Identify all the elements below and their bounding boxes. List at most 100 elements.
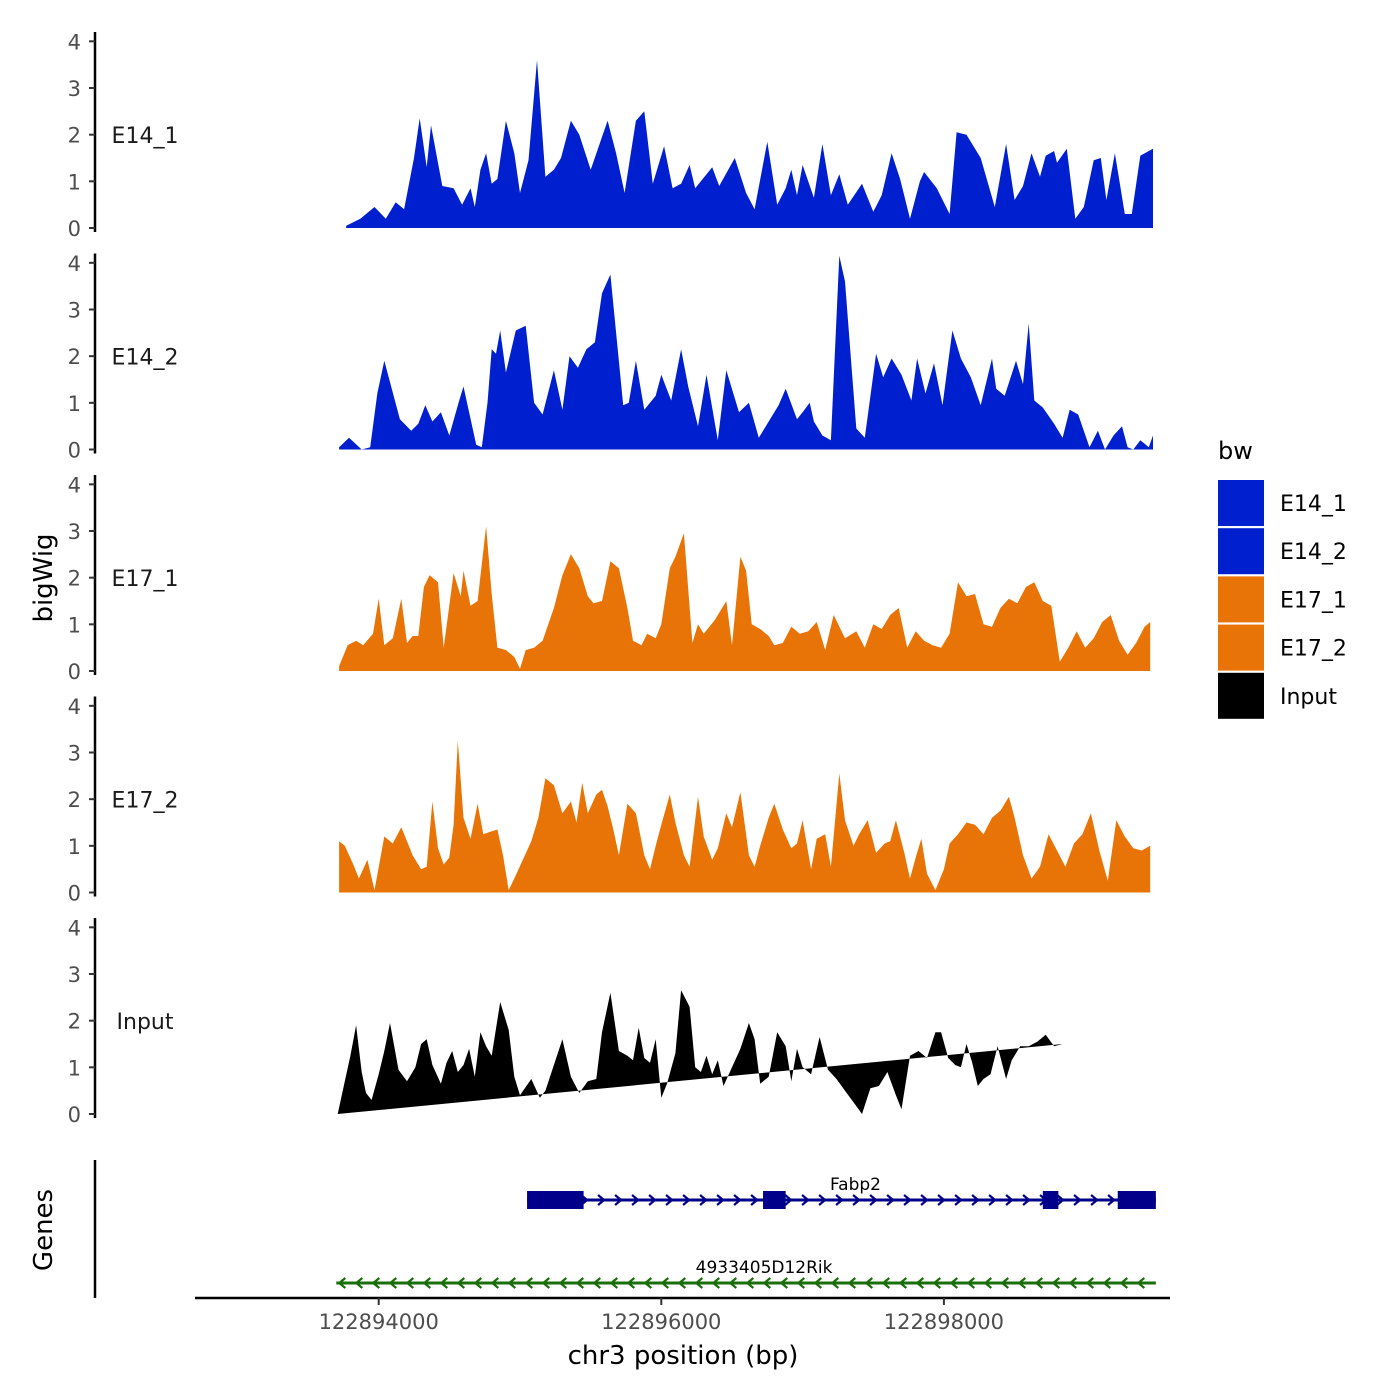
legend-label: E14_2 <box>1280 540 1347 565</box>
strand-arrow <box>473 1277 483 1289</box>
strand-arrow <box>762 1277 772 1289</box>
tracks-layer: 0 1 2 3 4 E14_1 0 1 2 3 4 E14_2 0 1 2 3 4 E17_1 0 1 2 3 4 E17_2… <box>68 30 1154 1127</box>
y-tick-label: 3 <box>68 963 81 987</box>
strand-arrow <box>558 1277 568 1289</box>
x-axis-title: chr3 position (bp) <box>568 1341 799 1371</box>
strand-arrow <box>660 1277 670 1289</box>
strand-arrow <box>784 1194 793 1206</box>
strand-arrow <box>949 1277 959 1289</box>
y-tick-label: 2 <box>68 124 81 148</box>
track-label: E14_1 <box>112 124 179 149</box>
strand-arrow <box>920 1194 929 1206</box>
strand-arrow <box>694 1277 704 1289</box>
strand-arrow <box>796 1277 806 1289</box>
y-axis-title: bigWig <box>29 533 59 622</box>
legend-label: Input <box>1280 685 1337 710</box>
strand-arrow <box>490 1277 500 1289</box>
strand-arrow <box>1107 1194 1116 1206</box>
exon-block <box>1042 1191 1059 1209</box>
legend-entry-input: Input <box>1218 672 1337 719</box>
strand-arrow <box>1034 1277 1044 1289</box>
strand-arrow <box>835 1194 844 1206</box>
strand-arrow <box>750 1194 759 1206</box>
legend-label: E17_1 <box>1280 588 1347 613</box>
x-tick-label: 122896000 <box>601 1310 721 1334</box>
strand-arrow <box>1119 1277 1129 1289</box>
strand-arrow <box>648 1194 657 1206</box>
strand-arrow <box>954 1194 963 1206</box>
strand-arrow <box>1017 1277 1027 1289</box>
gene-fabp2: Fabp2 <box>527 1175 1156 1209</box>
strand-arrow <box>1102 1277 1112 1289</box>
track-label: E17_2 <box>112 789 179 814</box>
strand-arrow <box>405 1277 415 1289</box>
strand-arrow <box>575 1277 585 1289</box>
x-tick-label: 122898000 <box>884 1310 1004 1334</box>
gene-label: Fabp2 <box>830 1175 881 1195</box>
y-tick-label: 1 <box>68 392 81 416</box>
y-tick-label: 2 <box>68 1010 81 1034</box>
y-tick-label: 0 <box>68 1103 81 1127</box>
strand-arrow <box>371 1277 381 1289</box>
strand-arrow <box>592 1277 602 1289</box>
strand-arrow <box>1085 1277 1095 1289</box>
y-tick-label: 2 <box>68 345 81 369</box>
strand-arrow <box>864 1277 874 1289</box>
strand-arrow <box>354 1277 364 1289</box>
strand-arrow <box>626 1277 636 1289</box>
strand-arrow <box>1136 1277 1146 1289</box>
strand-arrow <box>1022 1194 1031 1206</box>
strand-arrow <box>966 1277 976 1289</box>
exon-block <box>527 1191 584 1209</box>
strand-arrow <box>609 1277 619 1289</box>
y-tick-label: 0 <box>68 660 81 684</box>
y-tick-label: 3 <box>68 77 81 101</box>
legend-key <box>1218 672 1264 719</box>
y-tick-label: 2 <box>68 567 81 591</box>
strand-arrow <box>813 1277 823 1289</box>
y-tick-label: 0 <box>68 882 81 906</box>
legend-entry-e17-2: E17_2 <box>1218 624 1347 671</box>
genes-layer: Fabp2 4933405D12Rik <box>93 1160 1156 1298</box>
track-panel-e17-1: 0 1 2 3 4 E17_1 <box>68 473 1151 684</box>
x-axis: 122894000 122896000 122898000 <box>195 1296 1170 1334</box>
y-tick-label: 3 <box>68 742 81 766</box>
track-panel-e17-2: 0 1 2 3 4 E17_2 <box>68 695 1151 906</box>
y-tick-label: 4 <box>68 473 81 497</box>
genes-axis-title: Genes <box>29 1189 59 1271</box>
strand-arrow <box>1090 1194 1099 1206</box>
legend-label: E14_1 <box>1280 492 1347 517</box>
strand-arrow <box>779 1277 789 1289</box>
track-label: E17_1 <box>112 567 179 592</box>
track-label: E14_2 <box>112 346 179 371</box>
strand-arrow <box>1068 1277 1078 1289</box>
track-area-e17-2 <box>339 740 1151 893</box>
y-tick-label: 4 <box>68 252 81 276</box>
strand-arrow <box>898 1277 908 1289</box>
gene-label: 4933405D12Rik <box>696 1258 833 1278</box>
strand-arrow <box>665 1194 674 1206</box>
y-tick-label: 3 <box>68 299 81 323</box>
strand-arrow <box>541 1277 551 1289</box>
strand-arrow <box>439 1277 449 1289</box>
strand-arrow <box>847 1277 857 1289</box>
legend-key <box>1218 528 1264 575</box>
strand-arrow <box>801 1194 810 1206</box>
legend-entry-e14-1: E14_1 <box>1218 480 1347 526</box>
strand-arrow <box>745 1277 755 1289</box>
strand-arrow <box>881 1277 891 1289</box>
strand-arrow <box>614 1194 623 1206</box>
legend: E14_1 E14_2 E17_1 E17_2 Input <box>1218 480 1347 719</box>
legend-key <box>1218 576 1264 623</box>
strand-arrow <box>716 1194 725 1206</box>
strand-arrow <box>903 1194 912 1206</box>
strand-arrow <box>337 1277 347 1289</box>
strand-arrow <box>818 1194 827 1206</box>
exon-block <box>763 1191 786 1209</box>
legend-entry-e17-1: E17_1 <box>1218 576 1347 623</box>
y-tick-label: 4 <box>68 916 81 940</box>
strand-arrow <box>830 1277 840 1289</box>
strand-arrow <box>524 1277 534 1289</box>
x-tick-label: 122894000 <box>319 1310 439 1334</box>
strand-arrow <box>852 1194 861 1206</box>
